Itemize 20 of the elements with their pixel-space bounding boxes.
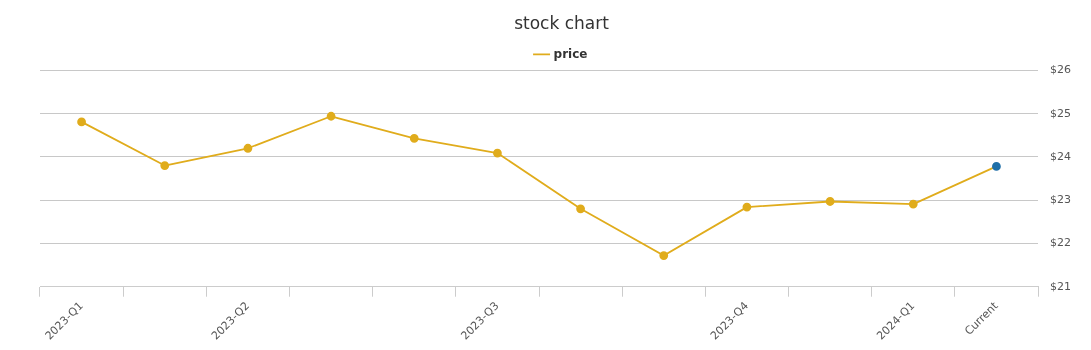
point xyxy=(160,161,170,170)
point xyxy=(77,117,86,127)
point xyxy=(742,202,752,212)
y-tick-label: $23 xyxy=(1050,193,1071,207)
y-tick-label: $21 xyxy=(1050,279,1071,293)
y-tick-label: $22 xyxy=(1050,236,1071,250)
point xyxy=(326,111,336,121)
legend-label: price xyxy=(553,46,588,61)
y-tick-label: $24 xyxy=(1050,149,1071,163)
point xyxy=(409,133,419,143)
point xyxy=(992,162,1001,171)
point xyxy=(659,251,669,260)
y-tick-label: $25 xyxy=(1050,106,1071,120)
point xyxy=(825,197,835,206)
y-tick-label: $26 xyxy=(1050,63,1071,77)
point xyxy=(493,148,502,158)
point xyxy=(243,143,253,153)
chart-title: stock chart xyxy=(514,12,610,33)
point xyxy=(908,199,918,209)
point xyxy=(576,204,585,214)
